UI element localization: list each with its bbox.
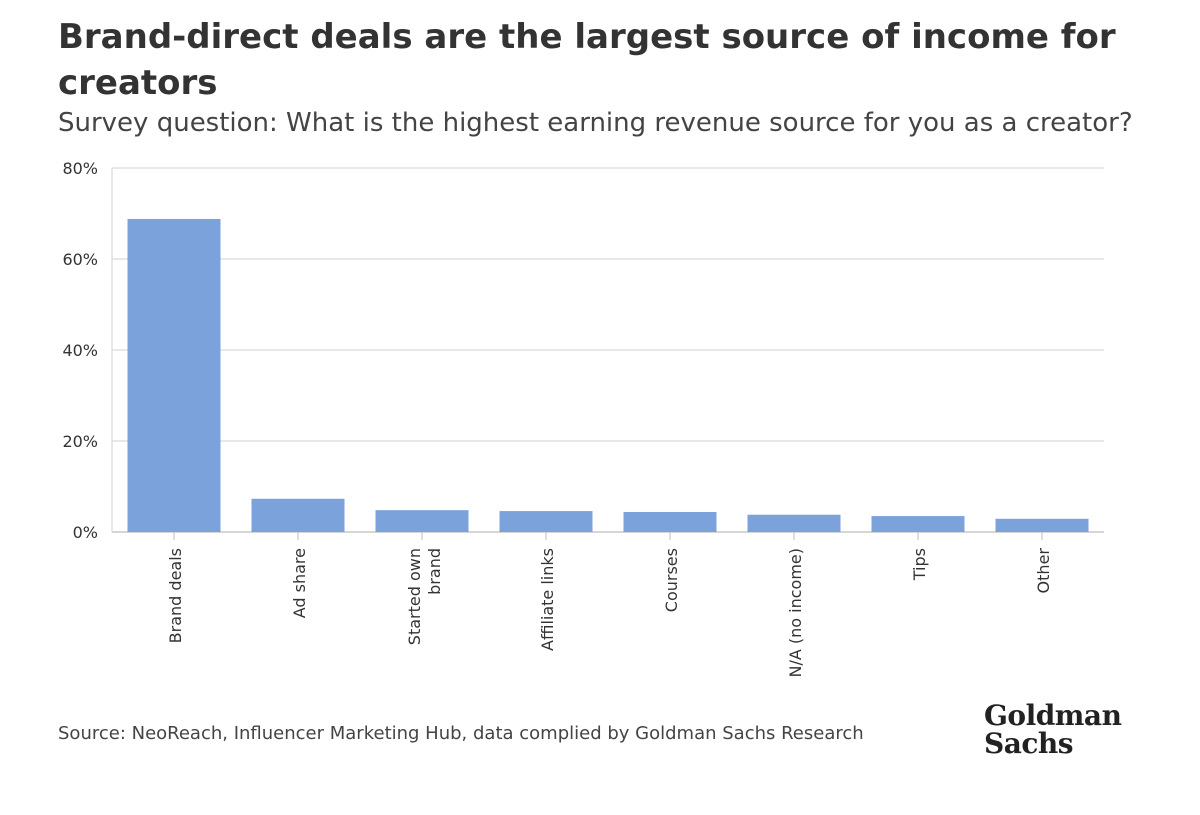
x-tick-label: Courses [662,548,681,612]
x-tick-label: Other [1034,548,1053,594]
x-tick-label: Affiliate links [538,548,557,651]
bar-brand-deals [127,218,221,532]
x-tick-label: N/A (no income) [786,548,805,678]
y-tick-label: 40% [62,341,98,360]
x-tick-label: Ad share [290,548,309,618]
y-tick-label: 60% [62,250,98,269]
bar-other [995,518,1089,532]
goldman-sachs-logo: Goldman Sachs [984,702,1134,758]
bar-tips [871,516,965,532]
x-tick-label: Brand deals [166,548,185,643]
x-tick-label: Tips [910,548,929,581]
chart-title: Brand-direct deals are the largest sourc… [58,17,1116,103]
bar-affiliate-links [499,511,593,532]
bar-courses [623,511,717,532]
x-tick-label: Started ownbrand [405,548,444,645]
source-note: Source: NeoReach, Influencer Marketing H… [58,723,864,744]
chart-subtitle: Survey question: What is the highest ear… [58,108,1133,138]
bar-started-own-brand [375,510,469,532]
logo-line-1: Goldman [984,699,1122,732]
y-tick-label: 80% [62,159,98,178]
bar-chart: 0% 20% 40% 60% 80% Brand deals Ad share Started… [62,159,1104,678]
logo-line-2: Sachs [984,727,1074,760]
y-tick-label: 20% [62,432,98,451]
bar-n-a-no-income [747,514,841,532]
y-tick-label: 0% [73,523,98,542]
bar-ad-share [251,498,345,532]
